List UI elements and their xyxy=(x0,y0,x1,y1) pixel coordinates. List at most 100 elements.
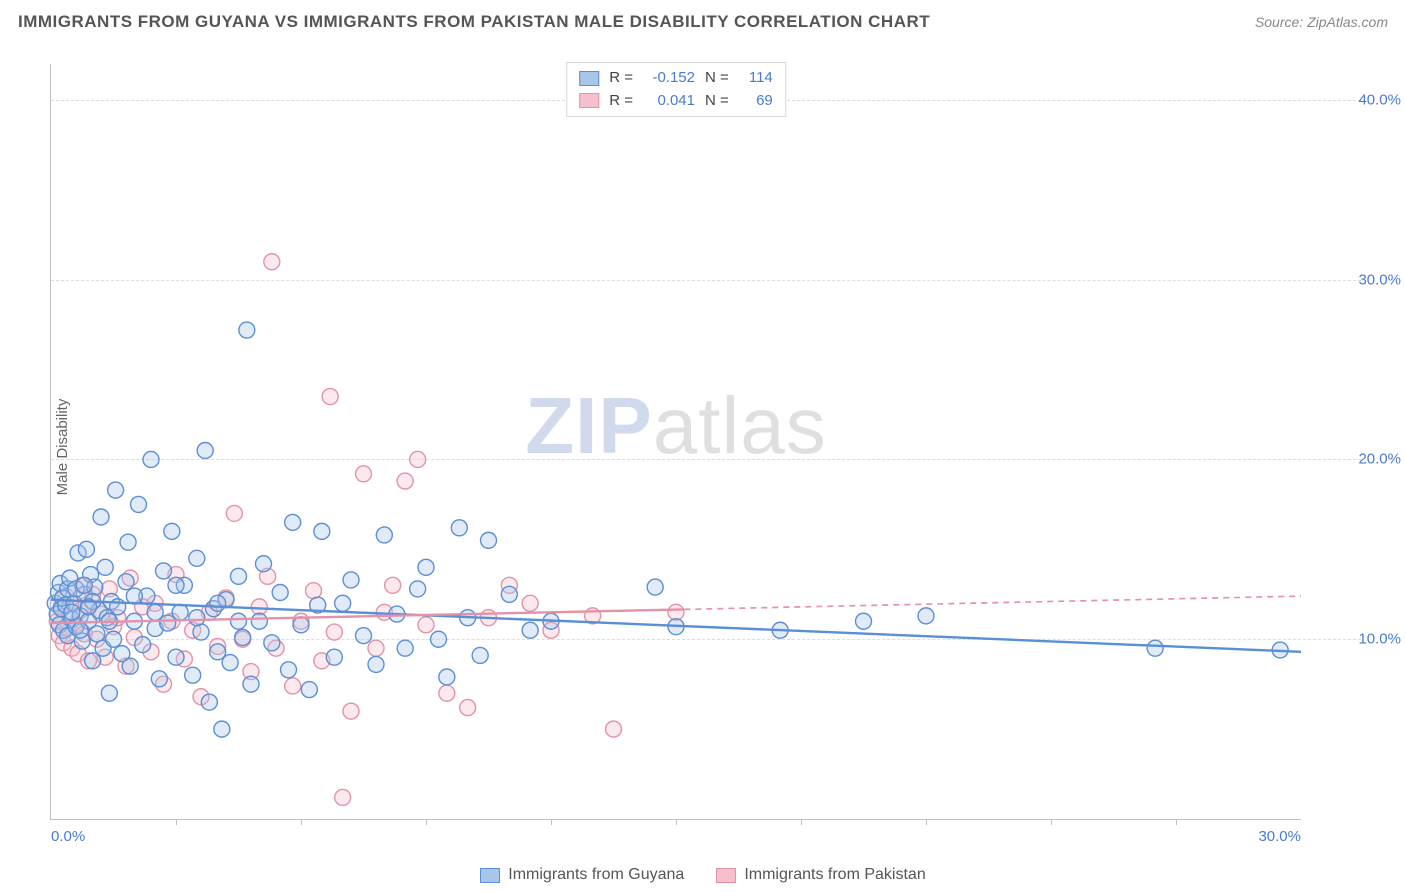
y-tick-label: 10.0% xyxy=(1311,631,1401,648)
data-point xyxy=(231,613,247,629)
data-point xyxy=(172,604,188,620)
data-point xyxy=(101,685,117,701)
data-point xyxy=(451,520,467,536)
data-point xyxy=(856,613,872,629)
data-point xyxy=(522,595,538,611)
data-point xyxy=(293,617,309,633)
data-point xyxy=(322,389,338,405)
data-point xyxy=(106,631,122,647)
data-point xyxy=(501,586,517,602)
legend-swatch xyxy=(716,868,736,883)
y-tick-label: 20.0% xyxy=(1311,451,1401,468)
source-citation: Source: ZipAtlas.com xyxy=(1255,14,1388,30)
data-point xyxy=(118,574,134,590)
stat-r-label: R = xyxy=(609,90,633,113)
data-point xyxy=(272,585,288,601)
data-point xyxy=(647,579,663,595)
legend-label: Immigrants from Pakistan xyxy=(744,866,925,884)
data-point xyxy=(78,541,94,557)
data-point xyxy=(164,523,180,539)
data-point xyxy=(472,647,488,663)
stat-n-value: 69 xyxy=(739,90,773,113)
data-point xyxy=(156,563,172,579)
data-point xyxy=(1147,640,1163,656)
data-point xyxy=(214,721,230,737)
x-tick xyxy=(551,819,552,825)
data-point xyxy=(343,703,359,719)
correlation-stats-box: R =-0.152N =114R = 0.041 N = 69 xyxy=(566,62,786,117)
data-point xyxy=(418,617,434,633)
data-point xyxy=(326,624,342,640)
data-point xyxy=(314,523,330,539)
x-tick xyxy=(1051,819,1052,825)
data-point xyxy=(89,626,105,642)
data-point xyxy=(143,451,159,467)
stat-r-label: R = xyxy=(609,67,633,90)
data-point xyxy=(185,667,201,683)
data-point xyxy=(97,559,113,575)
data-point xyxy=(168,577,184,593)
data-point xyxy=(131,496,147,512)
data-point xyxy=(189,550,205,566)
legend-swatch xyxy=(579,71,599,86)
data-point xyxy=(239,322,255,338)
chart-area: Male Disability ZIPatlas R =-0.152N =114… xyxy=(0,44,1406,850)
stat-n-label: N = xyxy=(705,90,729,113)
data-point xyxy=(368,656,384,672)
data-point xyxy=(189,610,205,626)
chart-title: IMMIGRANTS FROM GUYANA VS IMMIGRANTS FRO… xyxy=(18,12,930,32)
data-point xyxy=(606,721,622,737)
y-tick-label: 30.0% xyxy=(1311,271,1401,288)
x-tick-label: 30.0% xyxy=(1258,828,1301,845)
data-point xyxy=(251,613,267,629)
x-tick xyxy=(426,819,427,825)
data-point xyxy=(147,604,163,620)
data-point xyxy=(210,595,226,611)
data-point xyxy=(231,568,247,584)
data-point xyxy=(64,604,80,620)
data-point xyxy=(201,694,217,710)
data-point xyxy=(122,658,138,674)
legend-item-guyana: Immigrants from Guyana xyxy=(480,866,684,884)
data-point xyxy=(460,700,476,716)
stat-r-value: 0.041 xyxy=(643,90,695,113)
chart-header: IMMIGRANTS FROM GUYANA VS IMMIGRANTS FRO… xyxy=(0,0,1406,44)
series-points-guyana xyxy=(47,322,1288,737)
legend-swatch xyxy=(579,93,599,108)
data-point xyxy=(343,572,359,588)
data-point xyxy=(376,527,392,543)
scatter-svg xyxy=(51,64,1301,819)
data-point xyxy=(431,631,447,647)
x-tick xyxy=(176,819,177,825)
data-point xyxy=(222,655,238,671)
data-point xyxy=(397,473,413,489)
data-point xyxy=(76,577,92,593)
legend-label: Immigrants from Guyana xyxy=(508,866,684,884)
plot-region: ZIPatlas R =-0.152N =114R =0.041N =69 10… xyxy=(50,64,1301,820)
data-point xyxy=(326,649,342,665)
stat-n-label: N = xyxy=(705,67,729,90)
data-point xyxy=(151,671,167,687)
data-point xyxy=(668,604,684,620)
data-point xyxy=(285,514,301,530)
data-point xyxy=(439,669,455,685)
data-point xyxy=(481,532,497,548)
data-point xyxy=(72,622,88,638)
data-point xyxy=(235,629,251,645)
data-point xyxy=(126,588,142,604)
data-point xyxy=(918,608,934,624)
data-point xyxy=(285,678,301,694)
data-point xyxy=(264,254,280,270)
x-tick xyxy=(301,819,302,825)
stats-row-pakistan: R = 0.041 N = 69 xyxy=(579,90,773,113)
data-point xyxy=(397,640,413,656)
data-point xyxy=(335,789,351,805)
legend-item-pakistan: Immigrants from Pakistan xyxy=(716,866,925,884)
data-point xyxy=(418,559,434,575)
regression-line-dashed-pakistan xyxy=(684,596,1301,609)
data-point xyxy=(193,624,209,640)
x-tick xyxy=(926,819,927,825)
stats-row-guyana: R =-0.152N =114 xyxy=(579,67,773,90)
data-point xyxy=(243,676,259,692)
data-point xyxy=(93,509,109,525)
